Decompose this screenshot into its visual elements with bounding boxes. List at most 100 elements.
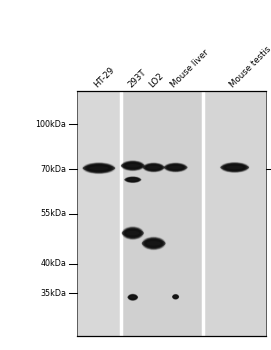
Ellipse shape <box>126 177 140 182</box>
Ellipse shape <box>86 164 112 173</box>
Ellipse shape <box>128 295 137 300</box>
Ellipse shape <box>87 164 111 172</box>
Ellipse shape <box>147 240 161 247</box>
Ellipse shape <box>85 163 113 173</box>
Ellipse shape <box>168 165 183 170</box>
Ellipse shape <box>143 238 164 249</box>
Ellipse shape <box>173 295 178 299</box>
Ellipse shape <box>146 240 161 247</box>
Bar <box>77 91 121 336</box>
Ellipse shape <box>173 295 178 299</box>
Ellipse shape <box>89 165 109 172</box>
Text: 55kDa: 55kDa <box>40 209 66 218</box>
Ellipse shape <box>142 237 166 250</box>
Ellipse shape <box>168 164 183 170</box>
Ellipse shape <box>222 163 248 172</box>
Ellipse shape <box>127 177 139 182</box>
Ellipse shape <box>127 230 139 236</box>
Ellipse shape <box>146 164 161 170</box>
Ellipse shape <box>128 294 138 301</box>
Ellipse shape <box>147 165 160 170</box>
Ellipse shape <box>127 177 139 182</box>
Ellipse shape <box>126 163 140 168</box>
Ellipse shape <box>126 231 139 235</box>
Ellipse shape <box>129 295 137 300</box>
Ellipse shape <box>144 163 164 172</box>
Ellipse shape <box>84 163 114 174</box>
Ellipse shape <box>82 162 115 174</box>
Ellipse shape <box>86 164 112 173</box>
Ellipse shape <box>146 239 162 247</box>
Ellipse shape <box>124 162 142 169</box>
Ellipse shape <box>130 296 136 299</box>
Ellipse shape <box>121 160 145 171</box>
Ellipse shape <box>124 162 141 169</box>
Ellipse shape <box>172 294 179 300</box>
Ellipse shape <box>89 165 108 171</box>
Ellipse shape <box>220 164 249 171</box>
Ellipse shape <box>226 164 244 170</box>
Ellipse shape <box>173 295 178 299</box>
Ellipse shape <box>173 295 178 299</box>
Ellipse shape <box>144 238 163 248</box>
Ellipse shape <box>224 164 246 171</box>
Ellipse shape <box>87 164 111 172</box>
Ellipse shape <box>166 163 186 172</box>
Ellipse shape <box>223 163 247 172</box>
Ellipse shape <box>125 177 141 183</box>
Ellipse shape <box>127 178 138 182</box>
Ellipse shape <box>226 164 243 170</box>
Ellipse shape <box>122 161 144 170</box>
Ellipse shape <box>129 295 137 300</box>
Ellipse shape <box>147 165 160 170</box>
Ellipse shape <box>89 165 109 171</box>
Ellipse shape <box>227 165 243 170</box>
Ellipse shape <box>144 163 163 172</box>
Text: Mouse testis: Mouse testis <box>228 44 271 89</box>
Ellipse shape <box>173 295 178 298</box>
Ellipse shape <box>124 228 142 238</box>
Ellipse shape <box>125 177 140 183</box>
Ellipse shape <box>168 164 183 170</box>
Ellipse shape <box>172 294 179 300</box>
Ellipse shape <box>125 229 140 237</box>
Ellipse shape <box>126 229 140 237</box>
Ellipse shape <box>122 226 144 240</box>
Ellipse shape <box>144 238 163 248</box>
Ellipse shape <box>123 228 143 239</box>
Ellipse shape <box>173 295 178 299</box>
Ellipse shape <box>125 229 141 237</box>
Ellipse shape <box>83 164 115 172</box>
Ellipse shape <box>225 164 244 171</box>
Text: 70kDa: 70kDa <box>40 165 66 174</box>
Text: 293T: 293T <box>127 68 148 89</box>
Ellipse shape <box>128 294 137 300</box>
Ellipse shape <box>173 295 178 299</box>
Ellipse shape <box>125 177 141 183</box>
Ellipse shape <box>122 227 143 239</box>
Ellipse shape <box>90 166 108 171</box>
Text: LO2: LO2 <box>147 71 166 89</box>
Ellipse shape <box>143 163 164 172</box>
Ellipse shape <box>165 163 186 172</box>
Ellipse shape <box>166 164 185 171</box>
Ellipse shape <box>173 295 178 299</box>
Ellipse shape <box>173 295 179 299</box>
Ellipse shape <box>124 228 142 238</box>
Ellipse shape <box>221 162 248 172</box>
Ellipse shape <box>147 165 161 170</box>
Text: 40kDa: 40kDa <box>41 259 66 268</box>
Ellipse shape <box>145 163 163 171</box>
Ellipse shape <box>226 166 243 169</box>
Ellipse shape <box>143 237 164 249</box>
Ellipse shape <box>122 226 144 240</box>
Ellipse shape <box>130 295 136 299</box>
Ellipse shape <box>145 164 163 171</box>
Ellipse shape <box>128 294 137 300</box>
Ellipse shape <box>126 164 140 168</box>
Ellipse shape <box>172 294 179 300</box>
Ellipse shape <box>165 163 186 172</box>
Ellipse shape <box>83 163 114 174</box>
Ellipse shape <box>165 163 186 172</box>
Ellipse shape <box>126 230 140 237</box>
